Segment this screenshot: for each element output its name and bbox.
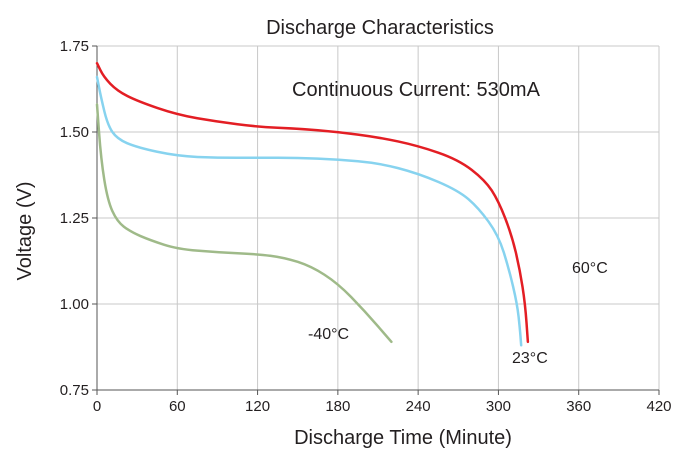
x-tick-label-5: 300	[486, 398, 511, 415]
series-line-1	[95, 75, 523, 347]
series-label-1: 23°C	[512, 350, 548, 367]
series-line-0	[95, 61, 530, 344]
x-tick-label-3: 180	[325, 398, 350, 415]
y-tick-label-1: 1.00	[60, 296, 89, 313]
series-label-2: -40°C	[308, 326, 349, 343]
y-tick-label-0: 0.75	[60, 382, 89, 399]
x-axis-label: Discharge Time (Minute)	[294, 427, 512, 449]
chart-title: Discharge Characteristics	[266, 17, 494, 39]
x-tick-label-2: 120	[245, 398, 270, 415]
series-line-2	[95, 103, 393, 344]
current-annotation: Continuous Current: 530mA	[292, 79, 541, 101]
x-tick-label-0: 0	[93, 398, 101, 415]
series-label-0: 60°C	[572, 260, 608, 277]
chart-text: Discharge Characteristics Discharge Time…	[14, 17, 672, 449]
x-tick-label-4: 240	[406, 398, 431, 415]
x-tick-label-6: 360	[566, 398, 591, 415]
y-tick-label-2: 1.25	[60, 210, 89, 227]
data-series	[95, 61, 530, 347]
y-axis-label: Voltage (V)	[14, 182, 36, 281]
y-tick-label-4: 1.75	[60, 38, 89, 55]
x-tick-label-7: 420	[646, 398, 671, 415]
y-tick-label-3: 1.50	[60, 124, 89, 141]
x-tick-label-1: 60	[169, 398, 186, 415]
